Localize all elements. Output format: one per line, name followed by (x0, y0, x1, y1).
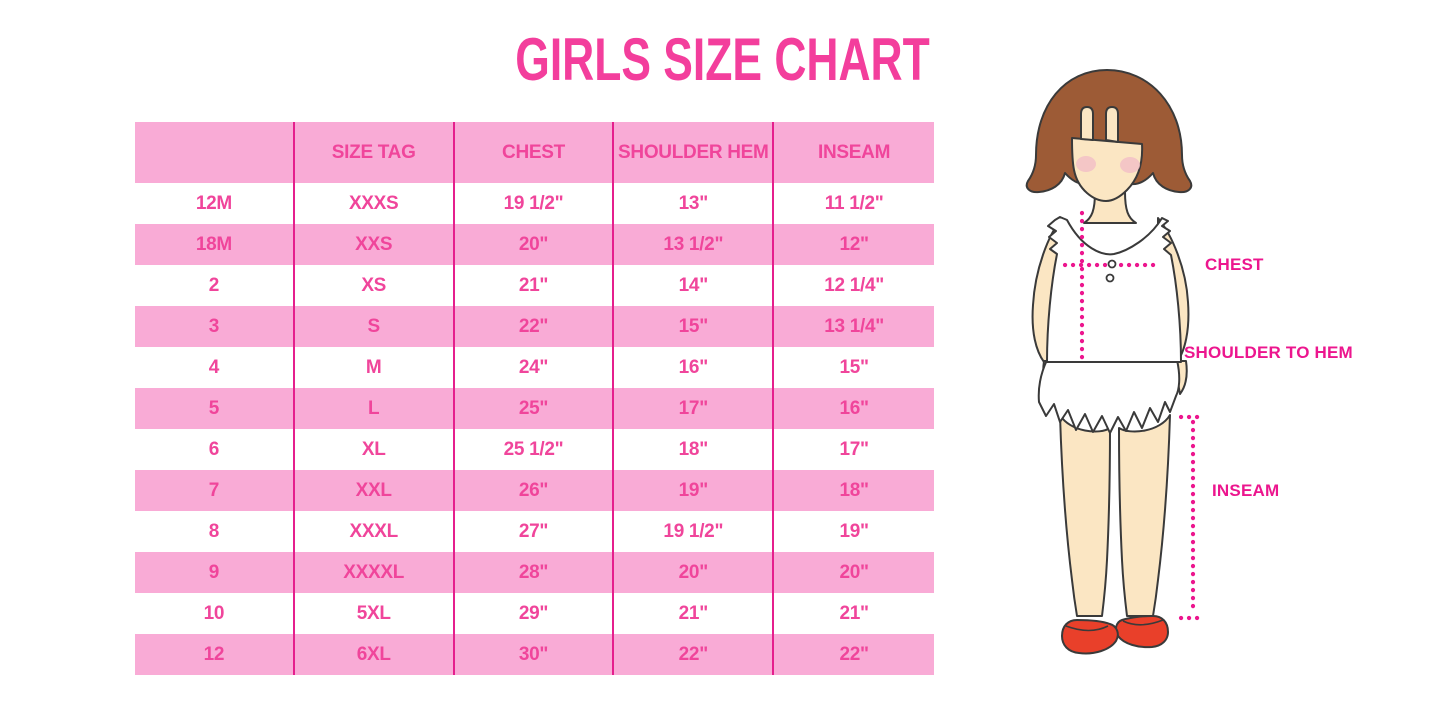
table-cell: 21" (614, 593, 775, 634)
table-cell: 19 1/2" (614, 511, 775, 552)
table-cell: 29" (455, 593, 615, 634)
inseam-measure-line (1178, 414, 1206, 621)
table-cell: 22" (839, 643, 869, 665)
chest-label: CHEST (1205, 255, 1264, 274)
page-title: GIRLS SIZE CHART (515, 26, 930, 93)
header-cell: SIZE TAG (295, 122, 455, 183)
table-cell: 19" (614, 470, 775, 511)
table-cell: 8 (135, 511, 295, 552)
table-cell: 18" (839, 479, 869, 501)
table-row: 12M XXXS 19 1/2" 13" 11 1/2" (135, 183, 934, 224)
table-cell: 15" (614, 306, 775, 347)
table-cell: 12 (135, 634, 295, 675)
table-cell: M (295, 347, 455, 388)
table-row: 5 L 25" 17" 16" (135, 388, 934, 429)
table-cell: XS (295, 265, 455, 306)
table-cell: XXXS (295, 183, 455, 224)
table-cell: 6XL (295, 634, 455, 675)
table-cell: 11 1/2" (824, 192, 884, 214)
table-cell: 20" (839, 561, 869, 583)
table-cell: 13 1/2" (614, 224, 775, 265)
top-button-1 (1107, 259, 1117, 269)
table-cell: 16" (839, 397, 869, 419)
table-row: 9 XXXXL 28" 20" 20" (135, 552, 934, 593)
table-cell: 6 (135, 429, 295, 470)
table-cell: 12M (135, 183, 295, 224)
header-cell: CHEST (455, 122, 615, 183)
girl-top (1046, 216, 1182, 363)
table-cell: 12" (839, 233, 869, 255)
table-cell: 5 (135, 388, 295, 429)
table-cell: XXS (295, 224, 455, 265)
table-row: 2 XS 21" 14" 12 1/4" (135, 265, 934, 306)
table-cell: 3 (135, 306, 295, 347)
table-row: 4 M 24" 16" 15" (135, 347, 934, 388)
bang-slit-left (1080, 106, 1094, 141)
table-cell: 14" (614, 265, 775, 306)
table-cell: 25 1/2" (455, 429, 615, 470)
header-cell: INSEAM (818, 141, 891, 163)
table-cell: 16" (614, 347, 775, 388)
size-table: SIZE TAG CHEST SHOULDER HEM INSEAM 12M XXXS 19… (135, 122, 934, 675)
table-row: 7 XXL 26" 19" 18" (135, 470, 934, 511)
table-row: 3 S 22" 15" 13 1/4" (135, 306, 934, 347)
table-cell: 22" (614, 634, 775, 675)
header-cell: SHOULDER HEM (614, 122, 775, 183)
table-cell: S (295, 306, 455, 347)
table-cell: 27" (455, 511, 615, 552)
table-cell: XXXXL (295, 552, 455, 593)
table-cell: 30" (455, 634, 615, 675)
girl-legs (1059, 414, 1171, 617)
table-cell: 28" (455, 552, 615, 593)
table-cell: 18M (135, 224, 295, 265)
table-cell: 24" (455, 347, 615, 388)
table-cell: L (295, 388, 455, 429)
table-cell: 5XL (295, 593, 455, 634)
girl-shoes (1061, 615, 1169, 655)
table-cell: 19" (839, 520, 869, 542)
table-cell: 21" (455, 265, 615, 306)
table-cell: 25" (455, 388, 615, 429)
table-cell: 20" (614, 552, 775, 593)
table-cell: 20" (455, 224, 615, 265)
table-cell: 18" (614, 429, 775, 470)
top-button-2 (1105, 273, 1115, 283)
girl-figure: CHEST SHOULDER TO HEM INSEAM (1010, 60, 1445, 685)
girl-skirt (1037, 359, 1181, 434)
table-cell: 4 (135, 347, 295, 388)
girl-illustration (1025, 69, 1206, 655)
shoulder-to-hem-label: SHOULDER TO HEM (1184, 343, 1353, 362)
table-row: 18M XXS 20" 13 1/2" 12" (135, 224, 934, 265)
table-cell: 12 1/4" (824, 274, 884, 296)
table-cell: XXXL (295, 511, 455, 552)
table-cell: 13 1/4" (824, 315, 884, 337)
table-row: 10 5XL 29" 21" 21" (135, 593, 934, 634)
table-cell: 19 1/2" (455, 183, 615, 224)
blush-right (1120, 157, 1140, 173)
table-header-row: SIZE TAG CHEST SHOULDER HEM INSEAM (135, 122, 934, 183)
table-row: 6 XL 25 1/2" 18" 17" (135, 429, 934, 470)
girl-face (1071, 106, 1144, 202)
table-cell: 13" (614, 183, 775, 224)
table-cell: 10 (135, 593, 295, 634)
table-row: 8 XXXL 27" 19 1/2" 19" (135, 511, 934, 552)
table-row: 12 6XL 30" 22" 22" (135, 634, 934, 675)
table-cell: 17" (839, 438, 869, 460)
table-cell: 7 (135, 470, 295, 511)
table-cell: 9 (135, 552, 295, 593)
table-cell: 15" (839, 356, 869, 378)
blush-left (1076, 156, 1096, 172)
header-cell (135, 122, 295, 183)
table-cell: 17" (614, 388, 775, 429)
table-cell: XXL (295, 470, 455, 511)
inseam-label: INSEAM (1212, 481, 1280, 500)
table-cell: 2 (135, 265, 295, 306)
shoe-left (1061, 619, 1119, 655)
table-cell: XL (295, 429, 455, 470)
table-cell: 26" (455, 470, 615, 511)
bang-slit-right (1105, 106, 1119, 143)
table-cell: 21" (839, 602, 869, 624)
table-cell: 22" (455, 306, 615, 347)
